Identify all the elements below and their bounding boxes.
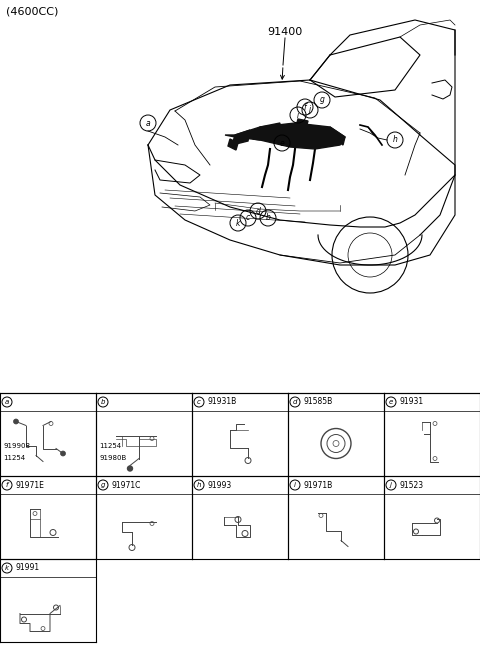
Text: f: f [6,482,8,488]
Text: i: i [294,482,296,488]
Polygon shape [328,127,345,145]
Text: j: j [309,105,311,115]
Text: b: b [265,214,270,223]
Text: 11254: 11254 [99,443,121,449]
Text: d: d [293,399,297,405]
Text: j: j [390,482,392,488]
Text: k: k [236,219,240,227]
Text: d: d [255,206,261,215]
Text: 11254: 11254 [3,455,25,460]
Text: 91400: 91400 [267,27,302,37]
Text: c: c [197,399,201,405]
Polygon shape [296,119,308,128]
Text: 91971E: 91971E [16,481,45,489]
Text: c: c [246,214,250,223]
Circle shape [13,419,19,424]
Text: e: e [280,138,284,147]
Text: 91971B: 91971B [304,481,333,489]
Text: 91585B: 91585B [304,398,333,407]
Text: 91993: 91993 [208,481,232,489]
Text: 91971C: 91971C [112,481,142,489]
Text: 91991: 91991 [16,563,40,572]
Text: 91523: 91523 [400,481,424,489]
Text: 919908: 919908 [3,443,30,449]
Text: (4600CC): (4600CC) [6,7,59,17]
Text: i: i [297,111,299,119]
Text: f: f [304,102,306,111]
Text: g: g [320,96,324,105]
Polygon shape [253,130,262,140]
Text: 91931: 91931 [400,398,424,407]
Polygon shape [228,139,238,150]
Text: e: e [389,399,393,405]
Circle shape [60,451,65,456]
Text: a: a [146,119,150,128]
Text: 91931B: 91931B [208,398,237,407]
Text: k: k [5,565,9,571]
Polygon shape [293,123,320,137]
Text: 91980B: 91980B [99,455,126,460]
Polygon shape [232,130,250,145]
Text: b: b [101,399,105,405]
Text: g: g [101,482,105,488]
Circle shape [128,466,132,471]
Polygon shape [287,130,298,145]
Polygon shape [258,123,280,138]
Text: h: h [197,482,201,488]
Text: a: a [5,399,9,405]
Polygon shape [225,123,345,149]
Text: h: h [393,136,397,145]
